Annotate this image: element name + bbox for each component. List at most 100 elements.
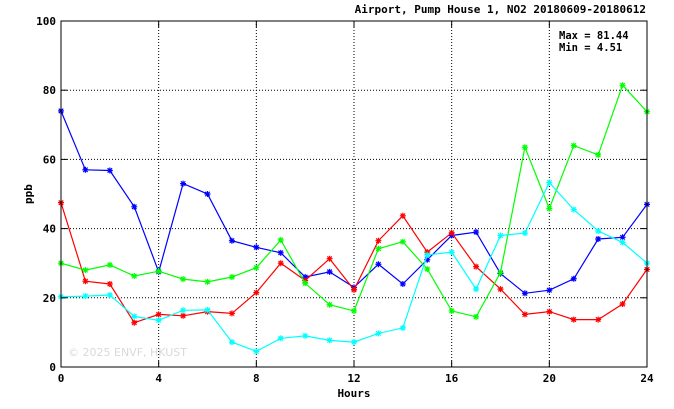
data-point (546, 308, 553, 315)
x-tick-label: 12 (347, 372, 360, 385)
data-point (228, 339, 235, 346)
data-point (180, 312, 187, 319)
data-point (619, 234, 626, 241)
data-point (595, 235, 602, 242)
data-point (448, 249, 455, 256)
data-point (131, 313, 138, 320)
data-point (277, 335, 284, 342)
data-point (570, 206, 577, 213)
data-point (619, 239, 626, 246)
data-point (595, 228, 602, 235)
data-point (497, 269, 504, 276)
y-tick-label: 0 (49, 361, 56, 374)
data-point (570, 316, 577, 323)
data-point (228, 274, 235, 281)
data-point (155, 317, 162, 324)
data-point (106, 292, 113, 299)
data-point (399, 212, 406, 219)
data-point (106, 167, 113, 174)
chart-title: Airport, Pump House 1, NO2 20180609-2018… (355, 3, 646, 16)
data-point (106, 280, 113, 287)
data-point (131, 273, 138, 280)
data-point (302, 280, 309, 287)
data-point (375, 330, 382, 337)
data-point (82, 278, 89, 285)
data-point (155, 311, 162, 318)
y-tick-label: 40 (43, 223, 56, 236)
x-axis-label: Hours (337, 387, 370, 400)
data-point (595, 316, 602, 323)
y-tick-label: 80 (43, 84, 56, 97)
data-point (619, 301, 626, 308)
data-point (277, 237, 284, 244)
y-tick-label: 100 (36, 15, 56, 28)
data-point (326, 301, 333, 308)
data-point (82, 267, 89, 274)
data-point (546, 179, 553, 186)
data-point (424, 266, 431, 273)
data-point (302, 332, 309, 339)
data-point (204, 278, 211, 285)
data-point (497, 232, 504, 239)
data-point (521, 230, 528, 237)
x-tick-label: 8 (253, 372, 260, 385)
y-axis-label: ppb (22, 184, 35, 204)
data-point (399, 280, 406, 287)
axis-ticks: 0 4 8 12 16 20 24 0 20 40 60 80 100 (36, 15, 654, 385)
data-point (131, 319, 138, 326)
data-point (497, 286, 504, 293)
data-point (570, 275, 577, 282)
data-point (570, 142, 577, 149)
data-point (521, 144, 528, 151)
data-point (424, 256, 431, 263)
max-label: Max = 81.44 (559, 30, 629, 42)
data-point (595, 151, 602, 158)
data-point (448, 229, 455, 236)
min-label: Min = 4.51 (559, 42, 622, 54)
data-point (155, 268, 162, 275)
x-tick-label: 24 (640, 372, 654, 385)
data-point (546, 205, 553, 212)
series-group (58, 82, 650, 355)
data-point (326, 255, 333, 262)
data-point (131, 203, 138, 210)
data-point (302, 274, 309, 281)
data-point (399, 324, 406, 331)
data-point (473, 229, 480, 236)
data-point (204, 191, 211, 197)
data-point (228, 310, 235, 317)
data-point (521, 290, 528, 297)
data-point (253, 264, 260, 271)
data-point (375, 237, 382, 244)
data-point (546, 287, 553, 294)
data-point (277, 249, 284, 256)
data-point (228, 237, 235, 244)
data-point (351, 339, 357, 346)
data-point (204, 306, 211, 313)
data-point (253, 289, 260, 296)
data-point (521, 311, 528, 318)
data-point (375, 261, 382, 268)
data-point (424, 251, 431, 258)
data-point (180, 276, 187, 283)
data-point (473, 263, 480, 270)
data-point (375, 245, 382, 252)
data-point (106, 261, 113, 268)
data-point (448, 307, 455, 314)
x-tick-label: 0 (58, 372, 65, 385)
data-point (180, 307, 187, 314)
data-point (253, 348, 260, 355)
data-point (473, 313, 480, 320)
data-point (180, 180, 187, 187)
x-tick-label: 20 (543, 372, 556, 385)
data-point (82, 293, 89, 300)
data-point (82, 166, 89, 173)
watermark: © 2025 ENVF, HKUST (68, 346, 187, 359)
y-tick-label: 20 (43, 292, 56, 305)
data-point (351, 307, 357, 314)
x-tick-label: 4 (155, 372, 162, 385)
data-point (473, 286, 480, 293)
data-point (326, 337, 333, 344)
x-tick-label: 16 (445, 372, 459, 385)
